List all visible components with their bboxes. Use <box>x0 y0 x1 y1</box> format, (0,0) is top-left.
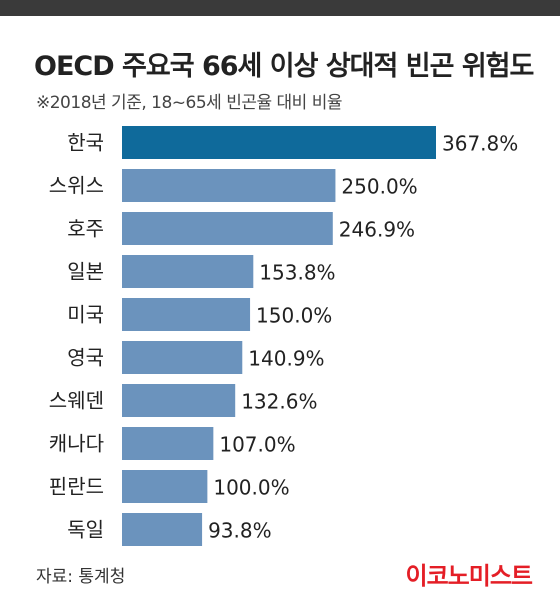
category-label: 한국 <box>67 131 104 155</box>
bar <box>122 126 436 159</box>
top-bar <box>0 0 560 16</box>
chart-title: OECD 주요국 66세 이상 상대적 빈곤 위험도 <box>34 51 534 82</box>
category-label: 스위스 <box>49 174 104 198</box>
value-label: 246.9% <box>339 218 415 242</box>
value-label: 153.8% <box>259 261 335 285</box>
bar <box>122 384 236 417</box>
value-label: 132.6% <box>241 390 317 414</box>
bar <box>122 341 243 374</box>
brand-logo: 이코노미스트 <box>405 562 533 590</box>
bar <box>122 169 336 202</box>
value-label: 100.0% <box>213 476 289 500</box>
category-label: 미국 <box>67 303 104 327</box>
value-label: 107.0% <box>219 433 295 457</box>
category-label: 캐나다 <box>49 432 104 456</box>
chart-subtitle: ※2018년 기준, 18~65세 빈곤율 대비 비율 <box>36 93 342 113</box>
value-label: 367.8% <box>442 132 518 156</box>
value-label: 93.8% <box>208 519 272 543</box>
category-label: 핀란드 <box>49 475 104 499</box>
value-label: 150.0% <box>256 304 332 328</box>
category-label: 영국 <box>67 346 104 370</box>
value-label: 140.9% <box>248 347 324 371</box>
bar <box>122 212 333 245</box>
bar <box>122 513 203 546</box>
bar <box>122 427 214 460</box>
category-label: 일본 <box>67 260 104 284</box>
bar <box>122 298 251 331</box>
bar <box>122 470 208 503</box>
value-label: 250.0% <box>341 175 417 199</box>
bar <box>122 255 254 288</box>
category-label: 스웨덴 <box>49 389 104 413</box>
category-label: 독일 <box>67 518 104 542</box>
category-label: 호주 <box>67 217 104 241</box>
source-note: 자료: 통계청 <box>36 567 126 587</box>
